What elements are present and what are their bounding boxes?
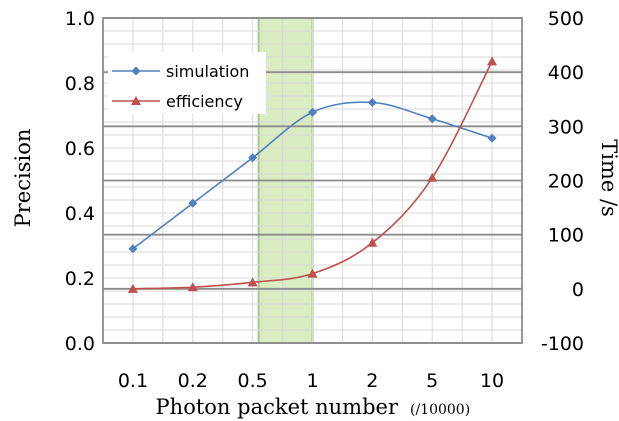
gridlines [102,17,523,344]
series-layer [127,56,498,293]
y-axis-left-label: Precision [11,129,35,228]
simulation-point [128,244,138,254]
efficiency-point [367,237,378,247]
y-right-tick-label: 400 [548,62,584,84]
x-tick-label: 1 [306,370,318,392]
simulation-point [308,107,317,117]
simulation-point [487,133,497,143]
simulation-point [367,98,377,107]
simulation-point [248,153,258,163]
x-tick-label: 0.5 [238,370,268,392]
simulation-point [188,198,198,208]
y-left-tick-label: 0.4 [65,203,95,225]
x-axis-label: Photon packet number [156,395,399,419]
efficiency-point [307,268,318,278]
y-right-tick-label: 500 [548,8,584,30]
x-tick-label: 0.1 [118,370,148,392]
y-right-tick-label: 300 [548,116,584,138]
x-tick-label: 0.2 [178,370,208,392]
legend: simulation efficiency [108,52,266,114]
efficiency-point [427,172,438,182]
y-axis-right-label: Time /s [597,139,619,217]
x-tick-label: 5 [426,370,438,392]
legend-marker-simulation [131,66,141,76]
y-left-tick-label: 0.8 [65,73,95,95]
y-right-tick-label: 100 [548,225,584,247]
y-left-tick-label: 1.0 [65,8,95,30]
y-left-tick-label: 0.2 [65,268,95,290]
legend-label-simulation: simulation [166,62,249,81]
efficiency-point [127,283,138,293]
y-right-tick-label: 0 [572,279,584,301]
legend-marker-efficiency [131,96,141,105]
y-right-tick-label: -100 [541,333,584,355]
x-axis-unit: (/10000) [410,402,470,418]
y-left-tick-label: 0.0 [65,333,95,355]
efficiency-point [487,56,498,66]
x-tick-label: 2 [366,370,378,392]
x-tick-label: 10 [480,370,504,392]
y-left-tick-label: 0.6 [65,138,95,160]
efficiency-point [187,282,198,292]
tick-labels: 0.0 0.2 0.4 0.6 0.8 1.0 -100 0 100 200 300 400 500 0.… [65,8,584,392]
legend-label-efficiency: efficiency [166,92,243,111]
plot-frame [102,17,523,344]
y-right-tick-label: 200 [548,171,584,193]
simulation-point [427,114,437,124]
efficiency-point [247,277,258,287]
